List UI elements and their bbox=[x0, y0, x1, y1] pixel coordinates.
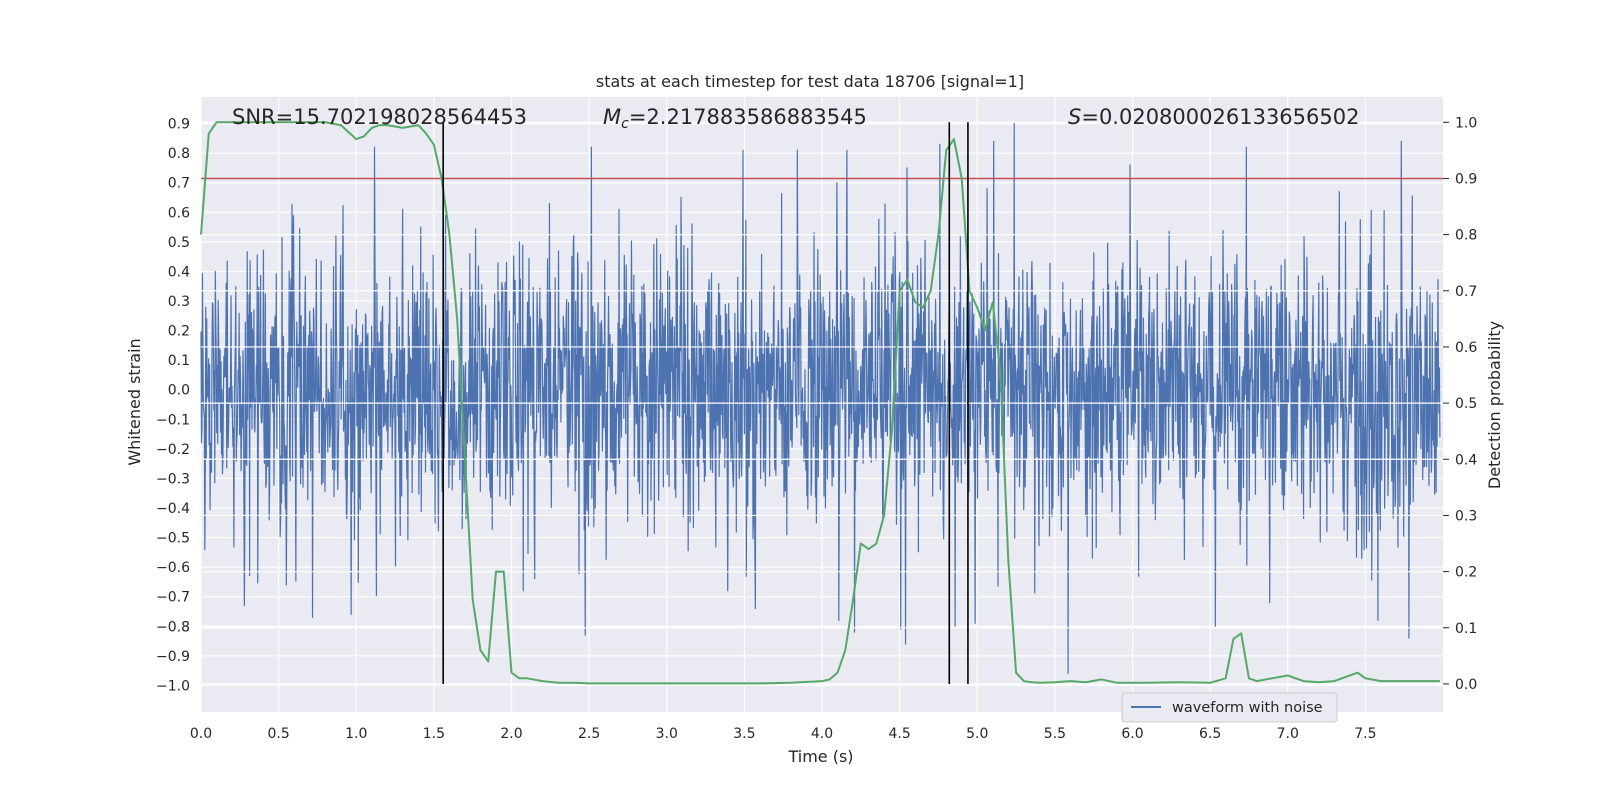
y-tick-label-left: 0.7 bbox=[168, 176, 190, 192]
x-tick-label: 3.5 bbox=[733, 726, 755, 742]
y-tick-label-right: 0.3 bbox=[1455, 508, 1477, 524]
y-tick-label-left: −1.0 bbox=[156, 678, 190, 694]
y-tick-label-left: −0.7 bbox=[156, 590, 190, 606]
y-axis-right: 1.0 0.9 0.8 0.7 0.6 0.5 0.4 0.3 0.2 0.1 0.0 bbox=[1443, 115, 1477, 693]
s-symbol: S bbox=[1068, 105, 1081, 129]
y-tick-label-left: −0.6 bbox=[156, 560, 190, 576]
probability-series bbox=[200, 121, 1440, 685]
x-tick-label: 6.5 bbox=[1199, 726, 1221, 742]
y-tick-label-right: 0.2 bbox=[1455, 565, 1477, 581]
y-tick-label-right: 0.5 bbox=[1455, 396, 1477, 412]
mc-subscript: c bbox=[621, 116, 629, 132]
y-tick-label-left: 0.4 bbox=[168, 264, 190, 280]
x-tick-label: 5.0 bbox=[966, 726, 988, 742]
y-tick-label-left: 0.5 bbox=[168, 235, 190, 251]
x-tick-label: 0.0 bbox=[190, 726, 212, 742]
y-tick-label-right: 0.1 bbox=[1455, 621, 1477, 637]
y-tick-label-right: 0.7 bbox=[1455, 284, 1477, 300]
y-tick-label-left: −0.3 bbox=[156, 471, 190, 487]
x-tick-label: 2.0 bbox=[500, 726, 522, 742]
x-axis-label: Time (s) bbox=[787, 747, 853, 766]
mc-value: =2.217883586883545 bbox=[629, 105, 867, 129]
y-tick-label-left: 0.8 bbox=[168, 146, 190, 162]
y-axis-label-right: Detection probability bbox=[1485, 321, 1504, 489]
y-tick-label-right: 0.9 bbox=[1455, 171, 1477, 187]
chart-title: stats at each timestep for test data 187… bbox=[596, 72, 1024, 91]
y-tick-label-left: 0.6 bbox=[168, 205, 190, 221]
legend-box bbox=[1121, 692, 1338, 723]
threshold-lines bbox=[201, 121, 1443, 685]
chirp-mass-stat: Mc=2.217883586883545 bbox=[603, 105, 867, 132]
y-axis-left: 0.9 0.8 0.7 0.6 0.5 0.4 0.3 0.2 0.1 0.0 −0.1 −0.2 −0… bbox=[156, 117, 190, 695]
y-tick-label-left: −0.5 bbox=[156, 531, 190, 547]
y-tick-label-right: 0.6 bbox=[1455, 340, 1477, 356]
y-tick-label-right: 0.0 bbox=[1455, 677, 1477, 693]
x-tick-label: 7.5 bbox=[1354, 726, 1376, 742]
x-tick-label: 0.5 bbox=[267, 726, 289, 742]
y-axis-label-left: Whitened strain bbox=[125, 338, 144, 465]
y-tick-label-right: 0.4 bbox=[1455, 452, 1477, 468]
x-tick-label: 6.0 bbox=[1121, 726, 1143, 742]
y-tick-label-left: 0.2 bbox=[168, 324, 190, 340]
probability-line bbox=[200, 121, 1440, 685]
y-tick-label-left: −0.2 bbox=[156, 442, 190, 458]
x-tick-label: 1.0 bbox=[345, 726, 367, 742]
mc-symbol: M bbox=[603, 105, 621, 129]
y-tick-label-right: 0.8 bbox=[1455, 228, 1477, 244]
legend: waveform with noise bbox=[1121, 692, 1338, 723]
y-tick-label-right: 1.0 bbox=[1455, 115, 1477, 131]
y-tick-label-left: −0.9 bbox=[156, 649, 190, 665]
x-axis: 0.0 0.5 1.0 1.5 2.0 2.5 3.0 3.5 4.0 4.5 5.0 5.5 6.0 6… bbox=[190, 726, 1377, 742]
y-tick-label-left: 0.3 bbox=[168, 294, 190, 310]
x-tick-label: 4.5 bbox=[888, 726, 910, 742]
y-tick-label-left: 0.9 bbox=[168, 117, 190, 133]
snr-stat: SNR=15.702198028564453 bbox=[232, 105, 527, 129]
legend-label: waveform with noise bbox=[1172, 700, 1323, 716]
y-tick-label-left: 0.1 bbox=[168, 353, 190, 369]
event-markers bbox=[442, 122, 969, 684]
x-tick-label: 7.0 bbox=[1277, 726, 1299, 742]
x-tick-label: 3.0 bbox=[656, 726, 678, 742]
x-tick-label: 2.5 bbox=[578, 726, 600, 742]
x-tick-label: 5.5 bbox=[1044, 726, 1066, 742]
s-value: =0.020800026133656502 bbox=[1081, 105, 1359, 129]
y-tick-label-left: −0.1 bbox=[156, 412, 190, 428]
y-tick-label-left: −0.4 bbox=[156, 501, 190, 517]
s-stat: S=0.020800026133656502 bbox=[1068, 105, 1359, 129]
y-tick-label-left: 0.0 bbox=[168, 383, 190, 399]
x-tick-label: 1.5 bbox=[423, 726, 445, 742]
x-tick-label: 4.0 bbox=[811, 726, 833, 742]
y-tick-label-left: −0.8 bbox=[156, 619, 190, 635]
